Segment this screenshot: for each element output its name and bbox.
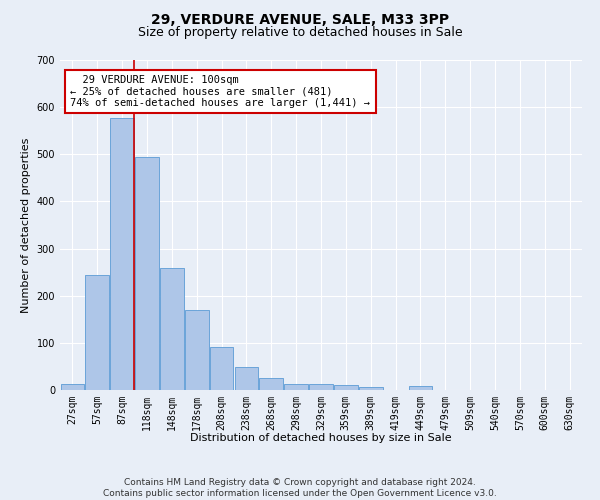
Bar (334, 386, 358, 390)
Text: Contains HM Land Registry data © Crown copyright and database right 2024.
Contai: Contains HM Land Registry data © Crown c… (103, 478, 497, 498)
Bar (409, 386, 432, 390)
X-axis label: Distribution of detached houses by size in Sale: Distribution of detached houses by size … (190, 433, 452, 443)
Bar (61, 384, 84, 390)
Bar (185, 310, 209, 390)
Text: 29, VERDURE AVENUE, SALE, M33 3PP: 29, VERDURE AVENUE, SALE, M33 3PP (151, 12, 449, 26)
Bar (309, 384, 333, 390)
Text: Size of property relative to detached houses in Sale: Size of property relative to detached ho… (137, 26, 463, 39)
Bar (85, 276, 109, 390)
Bar (284, 384, 308, 390)
Bar (210, 346, 233, 390)
Bar (135, 156, 159, 390)
Bar (259, 378, 283, 390)
Bar (110, 118, 134, 390)
Bar (235, 368, 258, 390)
Text: 29 VERDURE AVENUE: 100sqm
← 25% of detached houses are smaller (481)
74% of semi: 29 VERDURE AVENUE: 100sqm ← 25% of detac… (70, 75, 370, 108)
Bar (160, 268, 184, 390)
Y-axis label: Number of detached properties: Number of detached properties (21, 138, 31, 312)
Bar (359, 386, 383, 390)
